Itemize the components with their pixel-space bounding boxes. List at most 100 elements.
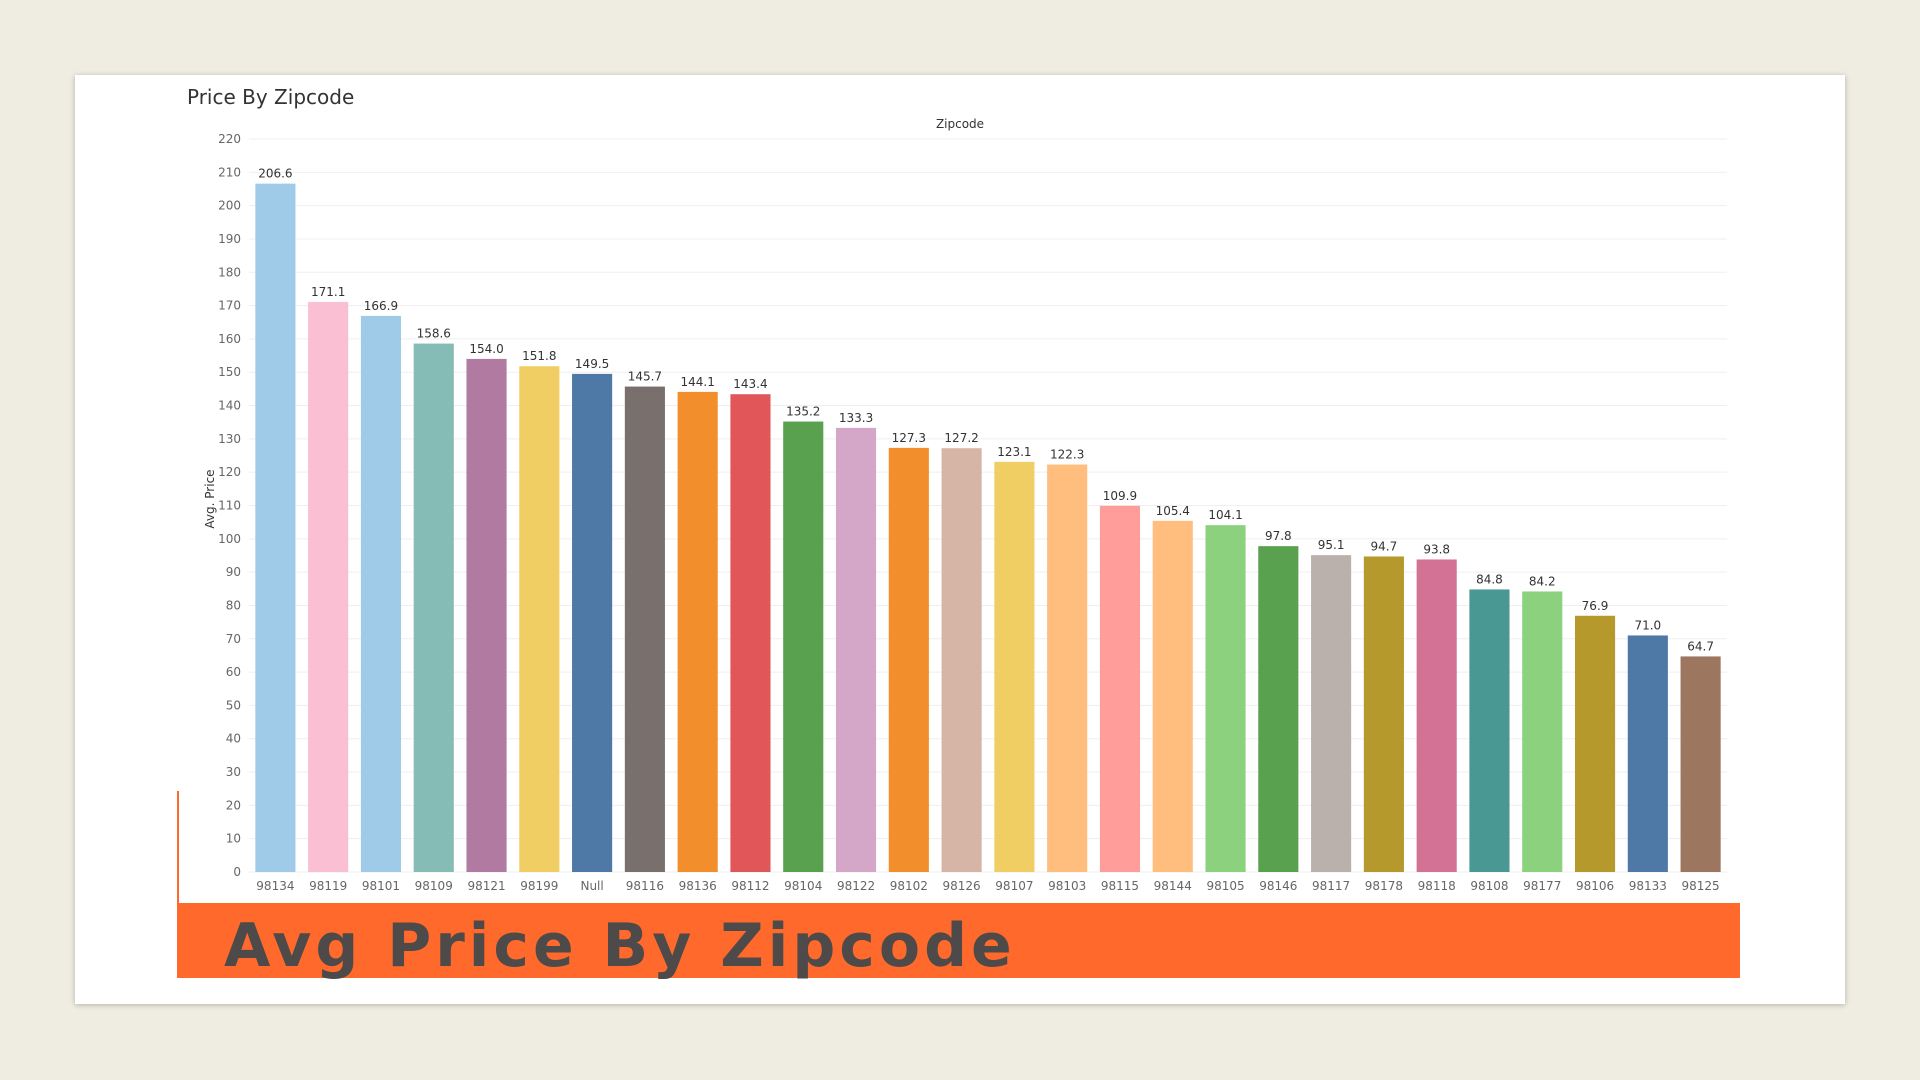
value-label: 206.6 <box>258 167 292 181</box>
x-tick-label: Null <box>580 879 603 893</box>
x-tick-label: 98126 <box>943 879 981 893</box>
bar <box>1469 589 1510 872</box>
bars <box>255 183 1721 873</box>
y-tick-label: 180 <box>218 265 241 279</box>
x-tick-label: 98133 <box>1629 879 1667 893</box>
value-label: 95.1 <box>1318 538 1345 552</box>
x-tick-label: 98121 <box>467 879 505 893</box>
x-tick-label: 98102 <box>890 879 928 893</box>
value-label: 166.9 <box>364 299 398 313</box>
value-label: 154.0 <box>469 342 503 356</box>
bar <box>941 448 982 872</box>
x-tick-label: 98125 <box>1682 879 1720 893</box>
x-tick-label: 98177 <box>1523 879 1561 893</box>
x-tick-label: 98146 <box>1259 879 1297 893</box>
y-tick-label: 190 <box>218 232 241 246</box>
y-tick-label: 130 <box>218 432 241 446</box>
bar <box>888 447 929 872</box>
value-label: 144.1 <box>680 375 714 389</box>
value-label: 64.7 <box>1687 639 1714 653</box>
bar <box>1627 635 1668 872</box>
value-label: 171.1 <box>311 285 345 299</box>
y-tick-label: 200 <box>218 199 241 213</box>
bar <box>572 373 613 872</box>
x-tick-label: 98106 <box>1576 879 1614 893</box>
bar <box>1099 505 1141 872</box>
bar <box>835 427 877 872</box>
value-label: 93.8 <box>1423 542 1450 556</box>
value-label: 97.8 <box>1265 529 1292 543</box>
value-label: 94.7 <box>1371 539 1398 553</box>
bar <box>1522 591 1563 872</box>
x-tick-label: 98103 <box>1048 879 1086 893</box>
bar <box>255 183 296 872</box>
value-label: 145.7 <box>628 370 662 384</box>
bar <box>1311 555 1352 872</box>
banner-title: Avg Price By Zipcode <box>224 911 1016 981</box>
y-tick-label: 70 <box>226 632 241 646</box>
x-tick-label: 98134 <box>256 879 294 893</box>
value-label: 84.2 <box>1529 574 1556 588</box>
value-label: 122.3 <box>1050 448 1084 462</box>
y-tick-label: 60 <box>226 665 241 679</box>
accent-line <box>177 791 179 907</box>
y-tick-label: 0 <box>233 865 241 879</box>
bar <box>466 358 507 872</box>
chart-title: Price By Zipcode <box>187 85 355 109</box>
x-tick-label: 98117 <box>1312 879 1350 893</box>
bar <box>1574 615 1616 872</box>
y-tick-label: 110 <box>218 499 241 513</box>
x-tick-label: 98112 <box>731 879 769 893</box>
bar-chart: 0 10 20 30 40 50 60 70 80 90 100 110 120 130 140 150 160… <box>218 132 1727 893</box>
x-tick-label: 98105 <box>1206 879 1244 893</box>
x-tick-label: 98108 <box>1470 879 1508 893</box>
value-label: 104.1 <box>1208 508 1242 522</box>
value-label: 123.1 <box>997 445 1031 459</box>
bar <box>994 461 1035 872</box>
value-label: 133.3 <box>839 411 873 425</box>
x-tick-label: 98122 <box>837 879 875 893</box>
x-axis-ticks: 98134 98119 98101 98109 98121 98199 Null 98116 9… <box>256 879 1719 893</box>
y-tick-label: 20 <box>226 798 241 812</box>
x-tick-label: 98199 <box>520 879 558 893</box>
y-tick-label: 170 <box>218 299 241 313</box>
value-label: 143.4 <box>733 377 767 391</box>
y-tick-label: 50 <box>226 698 241 712</box>
value-label: 109.9 <box>1103 489 1137 503</box>
y-tick-label: 100 <box>218 532 241 546</box>
x-tick-label: 98101 <box>362 879 400 893</box>
value-label: 135.2 <box>786 405 820 419</box>
y-tick-label: 90 <box>226 565 241 579</box>
value-label: 84.8 <box>1476 572 1503 586</box>
bar <box>519 366 560 872</box>
value-label: 127.2 <box>944 431 978 445</box>
x-tick-label: 98144 <box>1154 879 1192 893</box>
bar <box>730 394 771 872</box>
y-tick-label: 120 <box>218 465 241 479</box>
x-tick-label: 98178 <box>1365 879 1403 893</box>
bar <box>1363 556 1404 872</box>
y-tick-label: 150 <box>218 365 241 379</box>
y-tick-label: 40 <box>226 732 241 746</box>
value-label: 149.5 <box>575 357 609 371</box>
bar <box>1047 464 1088 872</box>
bar <box>783 421 824 872</box>
bar <box>360 315 402 872</box>
x-axis-title: Zipcode <box>935 117 985 131</box>
bar <box>308 301 349 872</box>
value-label: 151.8 <box>522 349 556 363</box>
x-tick-label: 98116 <box>626 879 664 893</box>
x-tick-label: 98109 <box>415 879 453 893</box>
x-tick-label: 98115 <box>1101 879 1139 893</box>
value-labels: 206.6 171.1 166.9 158.6 154.0 151.8 149.5 145.7… <box>258 167 1714 654</box>
value-label: 127.3 <box>892 431 926 445</box>
y-tick-label: 140 <box>218 399 241 413</box>
bar <box>413 343 454 873</box>
bar <box>1416 559 1457 872</box>
bar <box>1152 520 1193 872</box>
y-tick-label: 10 <box>226 832 241 846</box>
x-tick-label: 98119 <box>309 879 347 893</box>
value-label: 71.0 <box>1634 618 1661 632</box>
y-tick-label: 160 <box>218 332 241 346</box>
bar <box>1680 656 1721 872</box>
